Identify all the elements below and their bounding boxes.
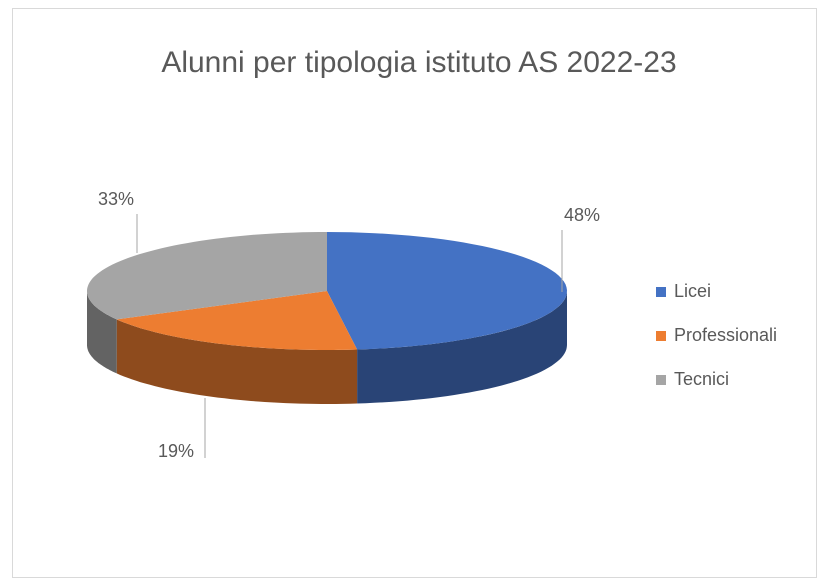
legend-swatch — [656, 331, 666, 341]
slice — [87, 232, 327, 320]
legend-label: Tecnici — [674, 369, 729, 389]
data-label: 33% — [98, 189, 134, 209]
pie-sides — [87, 291, 567, 404]
slice-side — [116, 319, 358, 404]
data-label: 19% — [158, 441, 194, 461]
slice — [327, 232, 567, 350]
chart-title: Alunni per tipologia istituto AS 2022-23 — [161, 46, 676, 79]
data-label: 48% — [564, 205, 600, 225]
legend-swatch — [656, 287, 666, 297]
slice-side — [357, 291, 567, 404]
slice — [116, 291, 358, 350]
legend-label: Professionali — [674, 325, 777, 345]
legend-label: Licei — [674, 281, 711, 301]
legend-swatch — [656, 375, 666, 385]
slice-side — [87, 291, 117, 374]
